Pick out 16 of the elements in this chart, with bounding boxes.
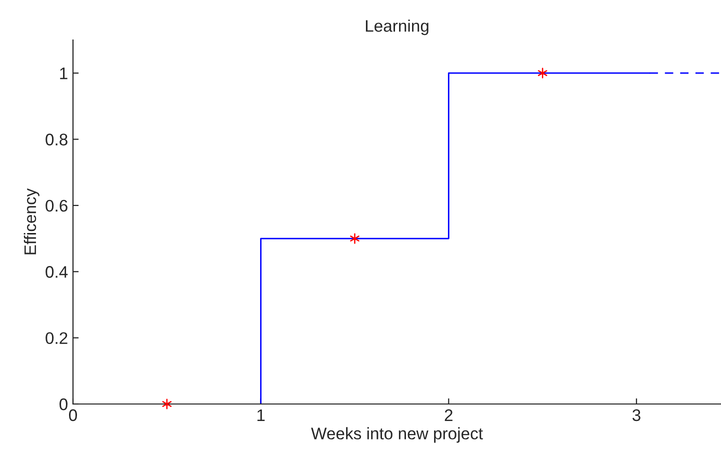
point: [162, 398, 172, 410]
x-tick-label: 3: [632, 409, 640, 422]
x-axis-title: Weeks into new project: [311, 427, 483, 443]
y-tick-label: 0.6: [46, 200, 68, 212]
y-tick-label: 0.2: [46, 332, 68, 344]
x-tick-label: 0: [69, 409, 77, 422]
y-tick-label: 1: [60, 68, 68, 80]
x-tick-label: 2: [444, 409, 452, 421]
y-tick-label: 0.8: [46, 134, 68, 146]
y-axis-title: Efficency: [24, 188, 40, 254]
y-tick-label: 0.4: [46, 266, 68, 278]
chart-title: Learning: [366, 20, 428, 36]
y-tick-label: 0: [60, 398, 68, 410]
x-tick-label: 1: [257, 409, 265, 421]
point: [538, 68, 548, 78]
point: [350, 233, 360, 244]
